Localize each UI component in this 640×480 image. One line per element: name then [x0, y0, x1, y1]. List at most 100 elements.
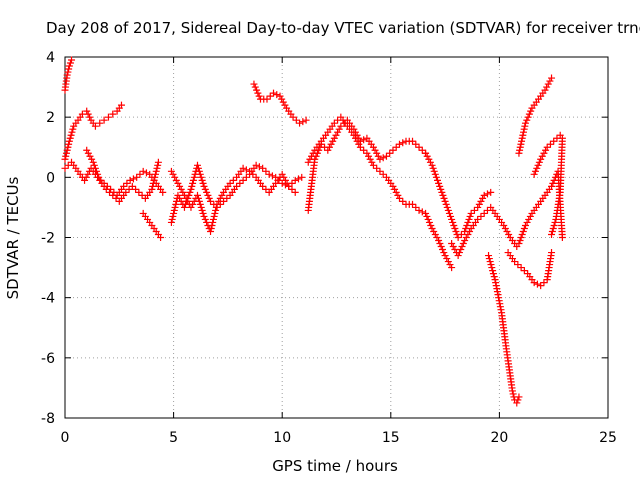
- data-points: [61, 56, 566, 407]
- data-point: [470, 206, 478, 214]
- data-point: [433, 176, 441, 184]
- data-point: [198, 176, 206, 184]
- data-point: [518, 230, 526, 238]
- data-point: [198, 206, 206, 214]
- y-ticks: 4 2 0 -2 -4 -6 -8: [41, 50, 608, 427]
- data-point: [430, 227, 438, 235]
- data-point: [389, 182, 397, 190]
- data-point: [84, 170, 92, 178]
- y-tick-label: -8: [41, 411, 55, 427]
- data-point: [186, 188, 194, 196]
- data-point: [441, 197, 449, 205]
- data-point: [281, 176, 289, 184]
- data-point: [196, 200, 204, 208]
- data-point: [515, 393, 523, 401]
- data-point: [283, 179, 291, 187]
- data-point: [255, 92, 263, 100]
- data-point: [250, 80, 258, 88]
- data-point: [69, 125, 77, 133]
- data-point: [395, 140, 403, 148]
- data-point: [299, 118, 307, 126]
- data-point: [200, 212, 208, 220]
- data-point: [386, 149, 394, 157]
- data-point: [139, 167, 147, 175]
- data-point: [91, 122, 99, 130]
- data-point: [95, 173, 103, 181]
- data-point: [309, 149, 317, 157]
- data-point: [280, 173, 288, 181]
- data-point: [92, 167, 100, 175]
- data-point: [531, 167, 539, 175]
- data-point: [534, 161, 542, 169]
- data-point: [515, 149, 523, 157]
- data-point: [88, 155, 96, 163]
- series-track-b: [61, 101, 125, 163]
- data-point: [239, 176, 247, 184]
- data-point: [477, 197, 485, 205]
- series-track-h: [250, 80, 310, 127]
- series-track-g: [167, 164, 299, 235]
- data-point: [273, 91, 281, 99]
- series-track-r: [548, 134, 566, 238]
- data-point: [109, 191, 117, 199]
- data-point: [334, 128, 342, 136]
- data-point: [170, 209, 178, 217]
- data-point: [159, 188, 167, 196]
- data-point: [83, 146, 91, 154]
- data-point: [443, 255, 451, 263]
- data-point: [485, 255, 493, 263]
- data-point: [61, 155, 69, 163]
- data-point: [189, 179, 197, 187]
- data-point: [423, 212, 431, 220]
- data-point: [365, 152, 373, 160]
- data-point: [201, 215, 209, 223]
- data-point: [444, 258, 452, 266]
- data-point: [86, 152, 94, 160]
- data-point: [254, 89, 262, 97]
- data-point: [448, 215, 456, 223]
- data-point: [449, 243, 457, 251]
- data-point: [480, 191, 488, 199]
- data-point: [530, 279, 538, 287]
- data-point: [236, 179, 244, 187]
- series-track-o: [515, 74, 556, 157]
- data-point: [379, 154, 387, 162]
- data-point: [66, 59, 74, 67]
- data-point: [84, 110, 92, 118]
- data-point: [174, 191, 182, 199]
- data-point: [195, 167, 203, 175]
- data-point: [120, 182, 128, 190]
- data-point: [516, 143, 524, 151]
- data-point: [440, 194, 448, 202]
- data-point: [296, 119, 304, 127]
- data-point: [128, 182, 136, 190]
- data-point: [455, 249, 463, 257]
- data-point: [91, 164, 99, 172]
- data-point: [436, 240, 444, 248]
- data-point: [373, 164, 381, 172]
- data-point: [422, 149, 430, 157]
- data-point: [458, 243, 466, 251]
- data-point: [184, 197, 192, 205]
- data-point: [477, 212, 485, 220]
- data-point: [546, 140, 554, 148]
- x-tick-label: 10: [273, 430, 291, 446]
- data-point: [167, 218, 175, 226]
- data-point: [209, 218, 217, 226]
- data-point: [517, 140, 525, 148]
- data-point: [517, 234, 525, 241]
- data-point: [167, 167, 175, 175]
- data-point: [454, 234, 462, 241]
- data-point: [448, 240, 456, 248]
- data-point: [524, 113, 532, 121]
- data-point: [540, 149, 548, 157]
- data-point: [226, 179, 234, 187]
- data-point: [548, 230, 556, 238]
- data-point: [431, 230, 439, 238]
- data-point: [330, 119, 338, 127]
- data-point: [543, 83, 551, 91]
- data-point: [379, 170, 387, 178]
- data-point: [514, 261, 522, 269]
- data-point: [176, 194, 184, 202]
- data-point: [216, 194, 224, 202]
